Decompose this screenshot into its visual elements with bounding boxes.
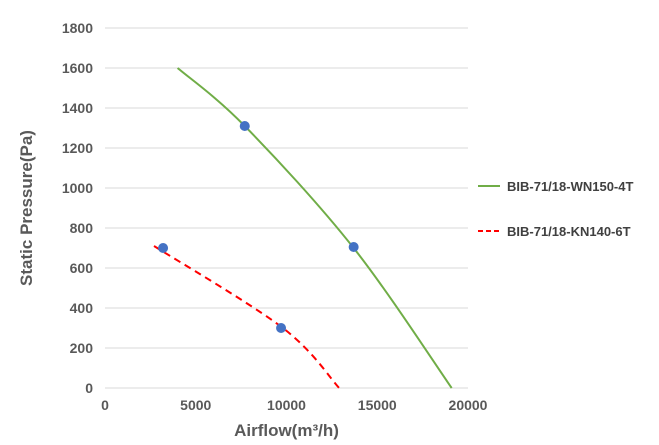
y-tick-label-800: 800 (70, 220, 94, 236)
x-tick-label-0: 0 (101, 397, 109, 413)
x-axis-title: Airflow(m³/h) (234, 421, 339, 440)
markers-group (158, 121, 359, 333)
y-axis-title: Static Pressure(Pa) (17, 130, 36, 286)
data-point-1-1 (276, 323, 287, 333)
y-tick-label-400: 400 (70, 300, 94, 316)
y-tick-label-1800: 1800 (62, 20, 93, 36)
x-tick-label-10000: 10000 (267, 397, 306, 413)
y-tick-label-200: 200 (70, 340, 94, 356)
y-tick-label-1200: 1200 (62, 140, 93, 156)
x-tick-label-20000: 20000 (449, 397, 488, 413)
y-tick-label-1400: 1400 (62, 100, 93, 116)
data-point-1-0 (158, 243, 169, 253)
series-line-0 (176, 67, 453, 389)
legend: BIB-71/18-WN150-4T BIB-71/18-KN140-6T (478, 179, 633, 239)
series-line-1 (153, 245, 340, 389)
x-tick-label-15000: 15000 (358, 397, 397, 413)
y-tick-label-1000: 1000 (62, 180, 93, 196)
y-tick-label-1600: 1600 (62, 60, 93, 76)
data-point-0-0 (239, 121, 250, 131)
y-axis: 0 200 400 600 800 1000 1200 1400 1600 1800 (62, 20, 93, 396)
y-tick-label-0: 0 (85, 380, 93, 396)
x-axis: 0 5000 10000 15000 20000 (101, 397, 488, 413)
gridlines (105, 27, 468, 389)
x-tick-label-5000: 5000 (180, 397, 211, 413)
legend-label-1: BIB-71/18-KN140-6T (507, 224, 631, 239)
data-point-0-1 (348, 242, 359, 252)
legend-label-0: BIB-71/18-WN150-4T (507, 179, 633, 194)
y-tick-label-600: 600 (70, 260, 94, 276)
